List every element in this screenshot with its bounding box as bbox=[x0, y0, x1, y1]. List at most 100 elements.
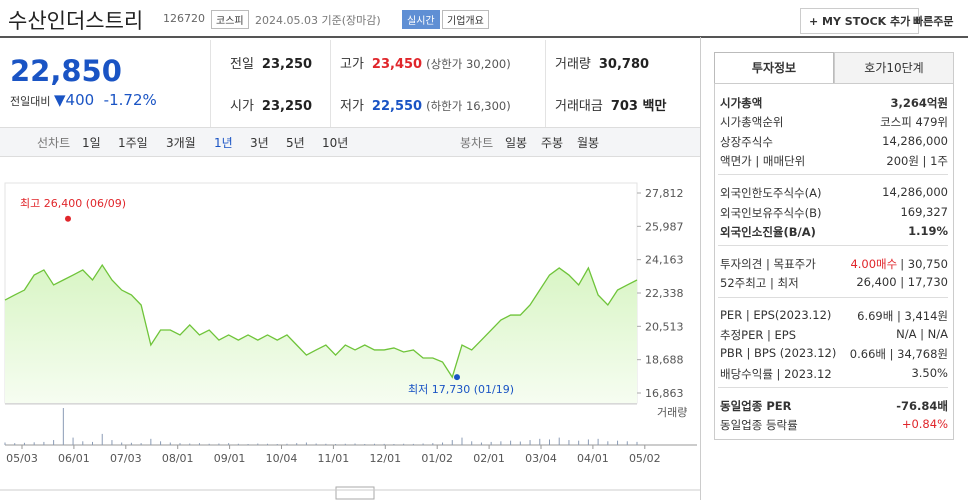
stat-label: 거래대금 bbox=[555, 99, 603, 114]
info-value: 200원 | 1주 bbox=[886, 153, 948, 168]
high-value_label: 26,400 bbox=[44, 197, 83, 210]
info-values: 4.00매수 | 30,750 bbox=[850, 256, 948, 272]
tab[interactable]: 1년 bbox=[214, 136, 233, 150]
info-values: N/A | N/A bbox=[896, 327, 948, 343]
quick-order[interactable]: 빠른주문 bbox=[913, 15, 954, 28]
stat-label: 거래량 bbox=[555, 57, 591, 72]
info-values: +0.84% bbox=[902, 417, 948, 433]
info-row: 외국인소진율(B/A) 1.19% bbox=[720, 224, 948, 240]
low-annotation: 최저 17,730 (01/19) bbox=[408, 383, 514, 396]
info-label: PBR | BPS (2023.12) bbox=[720, 346, 837, 361]
info-separator bbox=[718, 386, 948, 388]
stat-extra: (상한가 30,200) bbox=[426, 57, 511, 71]
info-row: 외국인한도주식수(A) 14,286,000 bbox=[720, 185, 948, 201]
low-label: 최저 bbox=[408, 383, 428, 396]
info-values: 169,327 bbox=[900, 205, 948, 221]
info-separator bbox=[718, 174, 948, 176]
info-value: +0.84% bbox=[901, 417, 948, 432]
y-tick-label: 16,863 bbox=[645, 387, 684, 400]
tab[interactable]: 3개월 bbox=[166, 136, 196, 150]
change-value: 400 bbox=[65, 91, 95, 109]
tab[interactable]: 일봉 bbox=[505, 136, 528, 150]
price: 22,850 bbox=[10, 54, 122, 88]
info-values: 200원 | 1주 bbox=[886, 153, 948, 169]
info-label: 외국인한도주식수(A) bbox=[720, 186, 822, 201]
low-value_label: 17,730 bbox=[432, 383, 471, 396]
tab[interactable]: 10년 bbox=[322, 136, 349, 150]
info-values: 6.69배 | 3,414원 bbox=[857, 308, 948, 324]
info-values: 14,286,000 bbox=[882, 134, 948, 150]
market-badge: 코스피 bbox=[211, 10, 249, 29]
tab-title[interactable]: 선차트 bbox=[37, 136, 71, 150]
info-tab[interactable]: 호가10단계 bbox=[834, 52, 954, 84]
stat-label: 전일 bbox=[230, 57, 254, 72]
company-button[interactable]: 기업개요 bbox=[442, 10, 489, 29]
low-date: (01/19) bbox=[474, 383, 514, 396]
info-value: 14,286,000 bbox=[882, 133, 948, 148]
x-tick-label: 09/01 bbox=[214, 452, 246, 465]
tab[interactable]: 1주일 bbox=[118, 136, 148, 150]
info-value: 14,286,000 bbox=[882, 185, 948, 200]
x-tick-label: 07/03 bbox=[110, 452, 142, 465]
tab[interactable]: 월봉 bbox=[577, 136, 600, 150]
tab[interactable]: 주봉 bbox=[541, 136, 564, 150]
x-tick-label: 12/01 bbox=[369, 452, 401, 465]
scroll-handle bbox=[335, 486, 375, 500]
stat: 전일 23,250 bbox=[230, 53, 312, 72]
stat-value: 23,450 bbox=[371, 57, 423, 72]
tab[interactable]: 1일 bbox=[82, 136, 101, 150]
info-row: PER | EPS(2023.12) 6.69배 | 3,414원 bbox=[720, 308, 948, 324]
x-tick-label: 02/01 bbox=[473, 452, 505, 465]
info-values: 0.66배 | 34,768원 bbox=[850, 346, 948, 362]
info-box bbox=[714, 83, 954, 440]
high-date: (06/09) bbox=[86, 197, 126, 210]
x-tick-label: 06/01 bbox=[58, 452, 90, 465]
y-tick-label: 22,338 bbox=[645, 287, 684, 300]
info-value: 1.19% bbox=[908, 223, 948, 238]
info-values: 26,400 | 17,730 bbox=[856, 275, 948, 291]
info-row: 52주최고 | 최저 26,400 | 17,730 bbox=[720, 275, 948, 291]
info-value2: | 30,750 bbox=[900, 257, 948, 272]
info-values: -76.84배 bbox=[896, 398, 948, 414]
stat: 거래량 30,780 bbox=[555, 53, 649, 72]
info-value: 0.66배 | 34,768원 bbox=[849, 347, 948, 362]
high-annotation: 최고 26,400 (06/09) bbox=[20, 197, 126, 210]
info-values: 14,286,000 bbox=[882, 185, 948, 201]
divider bbox=[0, 36, 968, 38]
info-value: 4.00매수 bbox=[850, 257, 898, 272]
info-value: 3.50% bbox=[911, 365, 948, 380]
info-label: 동일업종 등락률 bbox=[720, 418, 798, 433]
info-row: 외국인보유주식수(B) 169,327 bbox=[720, 205, 948, 221]
tab[interactable]: 5년 bbox=[286, 136, 305, 150]
stat-value: 23,250 bbox=[261, 99, 313, 114]
info-row: 상장주식수 14,286,000 bbox=[720, 134, 948, 150]
info-values: 1.19% bbox=[908, 224, 948, 240]
stat-value: 703 백만 bbox=[610, 99, 667, 114]
stat-divider bbox=[210, 40, 211, 128]
info-value: N/A | N/A bbox=[896, 327, 948, 341]
stat: 고가 23,450 (상한가 30,200) bbox=[340, 53, 511, 72]
info-row: PBR | BPS (2023.12) 0.66배 | 34,768원 bbox=[720, 346, 948, 362]
stat-label: 시가 bbox=[230, 99, 254, 114]
info-value: 코스피 479위 bbox=[880, 115, 948, 130]
stat-value: 22,550 bbox=[371, 99, 423, 114]
info-values: 3,264억원 bbox=[890, 95, 948, 111]
info-label: 투자의견 | 목표주가 bbox=[720, 257, 816, 272]
x-tick-label: 05/03 bbox=[6, 452, 38, 465]
info-label: 52주최고 | 최저 bbox=[720, 276, 799, 291]
info-values: 코스피 479위 bbox=[880, 114, 948, 130]
info-value: 3,264억원 bbox=[890, 96, 948, 110]
info-row: 배당수익률 | 2023.12 3.50% bbox=[720, 366, 948, 382]
info-tab[interactable]: 투자정보 bbox=[714, 52, 834, 83]
tab-title: 봉차트 bbox=[460, 136, 494, 150]
tab[interactable]: 3년 bbox=[250, 136, 269, 150]
info-label: 외국인소진율(B/A) bbox=[720, 224, 816, 239]
realtime-badge[interactable]: 실시간 bbox=[402, 10, 440, 29]
tab-bar bbox=[0, 127, 700, 157]
basis: 기준(장마감) bbox=[321, 14, 381, 27]
chart: 27,812 25,987 24,163 22,338 20,513 18,688 16,8… bbox=[0, 182, 700, 500]
mystock-button[interactable]: + MY STOCK 추가 bbox=[800, 8, 920, 34]
y-tick-label: 24,163 bbox=[645, 254, 684, 267]
stat-divider bbox=[545, 40, 546, 128]
